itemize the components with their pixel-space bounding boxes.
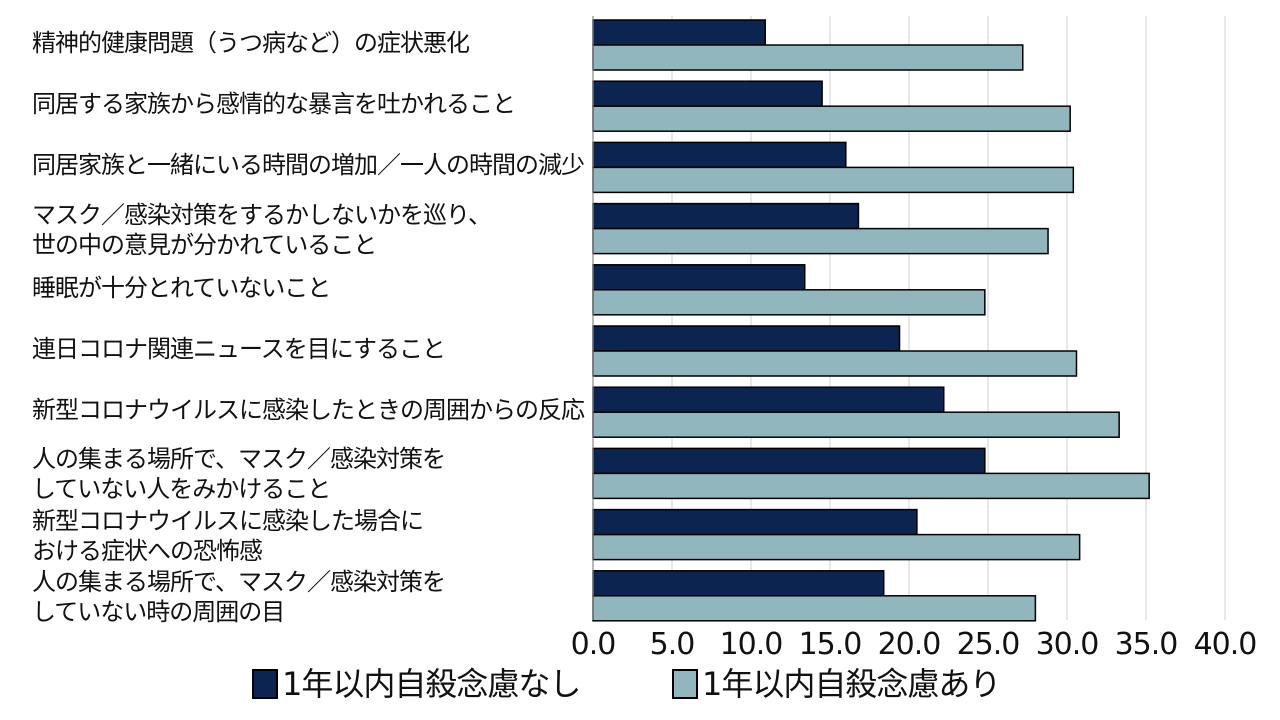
category-label-line: 同居家族と一緒にいる時間の増加／一人の時間の減少 bbox=[32, 151, 585, 180]
category-label-line: 連日コロナ関連ニュースを目にすること bbox=[32, 335, 446, 363]
x-tick-label: 0.0 bbox=[571, 627, 616, 662]
bar bbox=[592, 166, 1075, 194]
category-label: 人の集まる場所で、マスク／感染対策を していない人をみかけること bbox=[32, 444, 572, 504]
bar bbox=[592, 411, 1120, 438]
category-label-line: 睡眠が十分とれていないこと bbox=[32, 273, 331, 302]
bar bbox=[592, 80, 823, 107]
category-label-line: 人の集まる場所で、マスク／感染対策を bbox=[32, 445, 446, 474]
legend-swatch-no-ideation bbox=[252, 669, 278, 699]
bar bbox=[592, 19, 766, 46]
category-label-line: 新型コロナウイルスに感染した場合に bbox=[32, 506, 424, 535]
x-tick-label: 30.0 bbox=[1036, 627, 1099, 662]
bar bbox=[592, 508, 918, 536]
legend-label-no-ideation: 1年以内自殺念慮なし bbox=[282, 665, 581, 703]
category-label-line: 同居する家族から感情的な暴言を吐かれること bbox=[32, 90, 516, 119]
category-label-line: おける症状への恐怖感 bbox=[32, 536, 263, 565]
category-label: 精神的健康問題（うつ病など）の症状悪化 bbox=[32, 28, 572, 58]
legend-label-ideation: 1年以内自殺念慮あり bbox=[702, 665, 1001, 703]
bar bbox=[592, 141, 847, 169]
category-label: 新型コロナウイルスに感染したときの周囲からの反応 bbox=[32, 395, 585, 425]
bar bbox=[592, 264, 806, 291]
bar bbox=[592, 202, 860, 230]
category-label-line: 世の中の意見が分かれていること bbox=[32, 230, 377, 259]
bar bbox=[592, 227, 1049, 255]
category-label-line: 人の集まる場所で、マスク／感染対策を bbox=[32, 567, 446, 596]
category-label-line: マスク／感染対策をするかしないかを巡り、 bbox=[32, 200, 492, 229]
bar bbox=[592, 350, 1078, 377]
x-tick-label: 5.0 bbox=[650, 627, 695, 662]
bar bbox=[592, 472, 1150, 500]
category-label: 連日コロナ関連ニュースを目にすること bbox=[32, 334, 572, 364]
x-tick-label: 10.0 bbox=[720, 627, 783, 662]
category-label: 人の集まる場所で、マスク／感染対策を していない時の周囲の目 bbox=[32, 567, 572, 627]
x-tick-label: 35.0 bbox=[1115, 627, 1178, 662]
bar bbox=[592, 533, 1081, 561]
bar bbox=[592, 105, 1071, 132]
legend-item-ideation: 1年以内自殺念慮あり bbox=[672, 664, 1001, 704]
category-label: 睡眠が十分とれていないこと bbox=[32, 273, 572, 303]
category-label-line: 新型コロナウイルスに感染したときの周囲からの反応 bbox=[32, 396, 585, 425]
bar bbox=[592, 44, 1024, 71]
category-label: 同居する家族から感情的な暴言を吐かれること bbox=[32, 89, 572, 119]
legend: 1年以内自殺念慮なし 1年以内自殺念慮あり bbox=[0, 664, 1280, 704]
bar bbox=[592, 386, 945, 413]
x-tick-label: 20.0 bbox=[878, 627, 941, 662]
category-label-line: していない人をみかけること bbox=[32, 475, 331, 504]
bar bbox=[592, 289, 986, 316]
x-tick-label: 25.0 bbox=[957, 627, 1020, 662]
legend-swatch-ideation bbox=[672, 669, 698, 699]
category-label-line: 精神的健康問題（うつ病など）の症状悪化 bbox=[32, 29, 470, 57]
x-tick-label: 40.0 bbox=[1194, 627, 1257, 662]
bar bbox=[592, 595, 1037, 622]
category-label-line: していない時の周囲の目 bbox=[32, 597, 285, 626]
bar bbox=[592, 570, 885, 597]
bar bbox=[592, 325, 901, 352]
x-tick-label: 15.0 bbox=[799, 627, 862, 662]
category-label: 同居家族と一緒にいる時間の増加／一人の時間の減少 bbox=[32, 150, 585, 180]
legend-item-no-ideation: 1年以内自殺念慮なし bbox=[252, 664, 581, 704]
category-label: 新型コロナウイルスに感染した場合に おける症状への恐怖感 bbox=[32, 506, 572, 566]
category-label: マスク／感染対策をするかしないかを巡り、 世の中の意見が分かれていること bbox=[32, 200, 572, 260]
bar bbox=[592, 447, 986, 475]
